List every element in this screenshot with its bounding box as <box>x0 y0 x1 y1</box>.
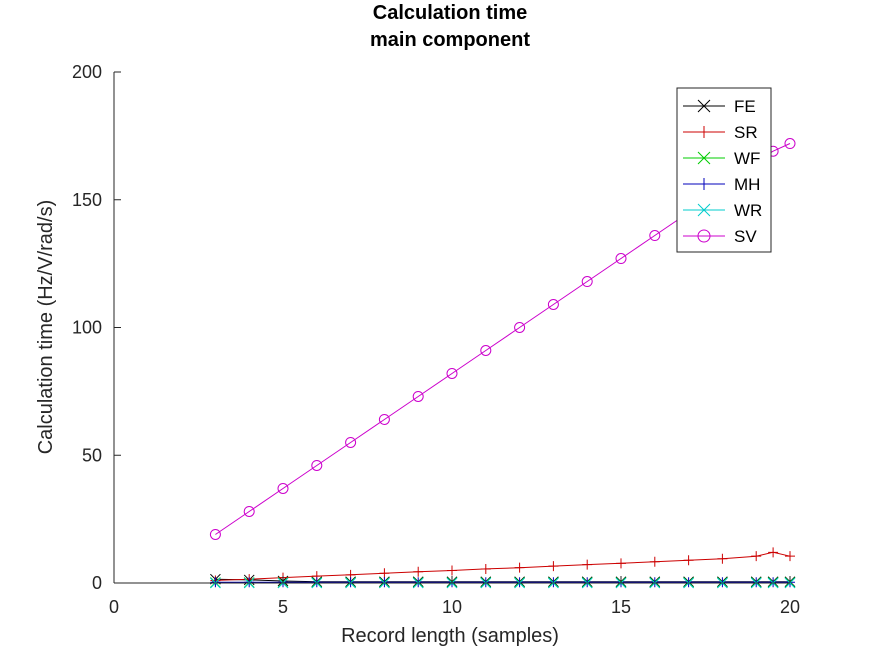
series-sv-point <box>243 505 255 517</box>
series-mh-point <box>311 577 322 588</box>
x-tick-label: 20 <box>780 597 800 617</box>
series-mh-point <box>751 577 762 588</box>
series-sr-point <box>616 558 626 569</box>
series-fe <box>210 573 796 588</box>
series-sr-point <box>413 566 424 577</box>
legend-marker-sv-point <box>697 229 711 243</box>
series-sr-point <box>548 561 559 572</box>
y-tick-label: 100 <box>72 318 102 338</box>
series-sv-point <box>480 344 492 356</box>
legend-item-mh[interactable]: MH <box>683 175 760 194</box>
legend-item-wr[interactable]: WR <box>683 201 762 220</box>
series-sv-point <box>412 390 424 402</box>
series-sv-point <box>209 528 221 540</box>
series-sv-point <box>649 230 661 242</box>
series-mh-point <box>244 577 255 588</box>
x-tick-label: 5 <box>278 597 288 617</box>
x-tick-label: 15 <box>611 597 631 617</box>
series-mh-point <box>413 577 424 588</box>
legend-item-sr[interactable]: SR <box>683 123 758 142</box>
series-mh-point <box>649 577 660 588</box>
series-sr-point <box>514 562 525 573</box>
series-sv-point <box>446 367 458 379</box>
legend-marker-wf-point <box>697 151 711 165</box>
legend-marker-sr-point <box>698 126 710 138</box>
series-mh-point <box>768 577 779 588</box>
series-mh-point <box>345 577 356 588</box>
series-sr-line <box>215 551 791 581</box>
legend-item-sv[interactable]: SV <box>683 227 757 246</box>
series-mh <box>210 577 795 588</box>
x-tick-label: 0 <box>109 597 119 617</box>
series-sr-point <box>480 563 491 574</box>
series-sr-point <box>751 551 762 562</box>
x-tick-label: 10 <box>442 597 462 617</box>
series-sv-point <box>378 413 390 425</box>
series-mh-point <box>683 577 694 588</box>
series-sr-point <box>768 547 779 558</box>
series-sr-point <box>683 555 694 566</box>
legend-marker-mh-point <box>698 178 710 190</box>
y-tick-label: 200 <box>72 62 102 82</box>
series-sr-point <box>582 559 593 570</box>
series-mh-point <box>514 577 525 588</box>
series-sv-point <box>615 253 627 265</box>
legend-marker-fe-point <box>697 99 711 113</box>
series-sv-point <box>277 482 289 494</box>
series-mh-point <box>717 577 728 588</box>
legend-marker-wr-point <box>697 203 711 217</box>
series-sv-point <box>514 322 526 333</box>
legend-item-wf[interactable]: WF <box>683 149 760 168</box>
series-mh-point <box>548 577 559 588</box>
series-mh-point <box>480 577 491 588</box>
y-tick-label: 0 <box>92 573 102 593</box>
series-fe-line <box>215 578 790 583</box>
series-sr-point <box>447 565 457 576</box>
series-sv-point <box>581 276 593 288</box>
legend-label-mh: MH <box>734 175 760 194</box>
series-sr <box>210 547 795 586</box>
series-sv-point <box>784 138 796 150</box>
chart-title-line-2: main component <box>370 29 530 51</box>
series-mh-point <box>379 577 390 588</box>
legend-label-sv: SV <box>734 227 757 246</box>
legend[interactable]: FE SR WF MH WR SV <box>676 87 772 253</box>
series-sr-point <box>717 553 728 564</box>
y-tick-label: 50 <box>82 445 102 465</box>
series-sr-point <box>649 556 660 567</box>
y-axis-label: Calculation time (Hz/V/rad/s) <box>35 200 57 455</box>
y-tick-label: 150 <box>72 190 102 210</box>
series-mh-point <box>582 577 593 588</box>
legend-box <box>676 87 772 253</box>
x-axis-label: Record length (samples) <box>341 625 559 647</box>
legend-label-fe: FE <box>734 97 756 116</box>
series-sv-point <box>311 459 323 471</box>
series-sr-point <box>379 568 390 579</box>
legend-label-wf: WF <box>734 149 760 168</box>
legend-label-sr: SR <box>734 123 758 142</box>
series-sv-point <box>547 299 559 311</box>
series-sv-point <box>345 436 357 448</box>
chart-title-line-1: Calculation time <box>373 2 527 24</box>
series-mh-point <box>210 577 221 588</box>
series-sr-point <box>785 551 795 562</box>
legend-item-fe[interactable]: FE <box>683 97 756 116</box>
legend-label-wr: WR <box>734 201 762 220</box>
